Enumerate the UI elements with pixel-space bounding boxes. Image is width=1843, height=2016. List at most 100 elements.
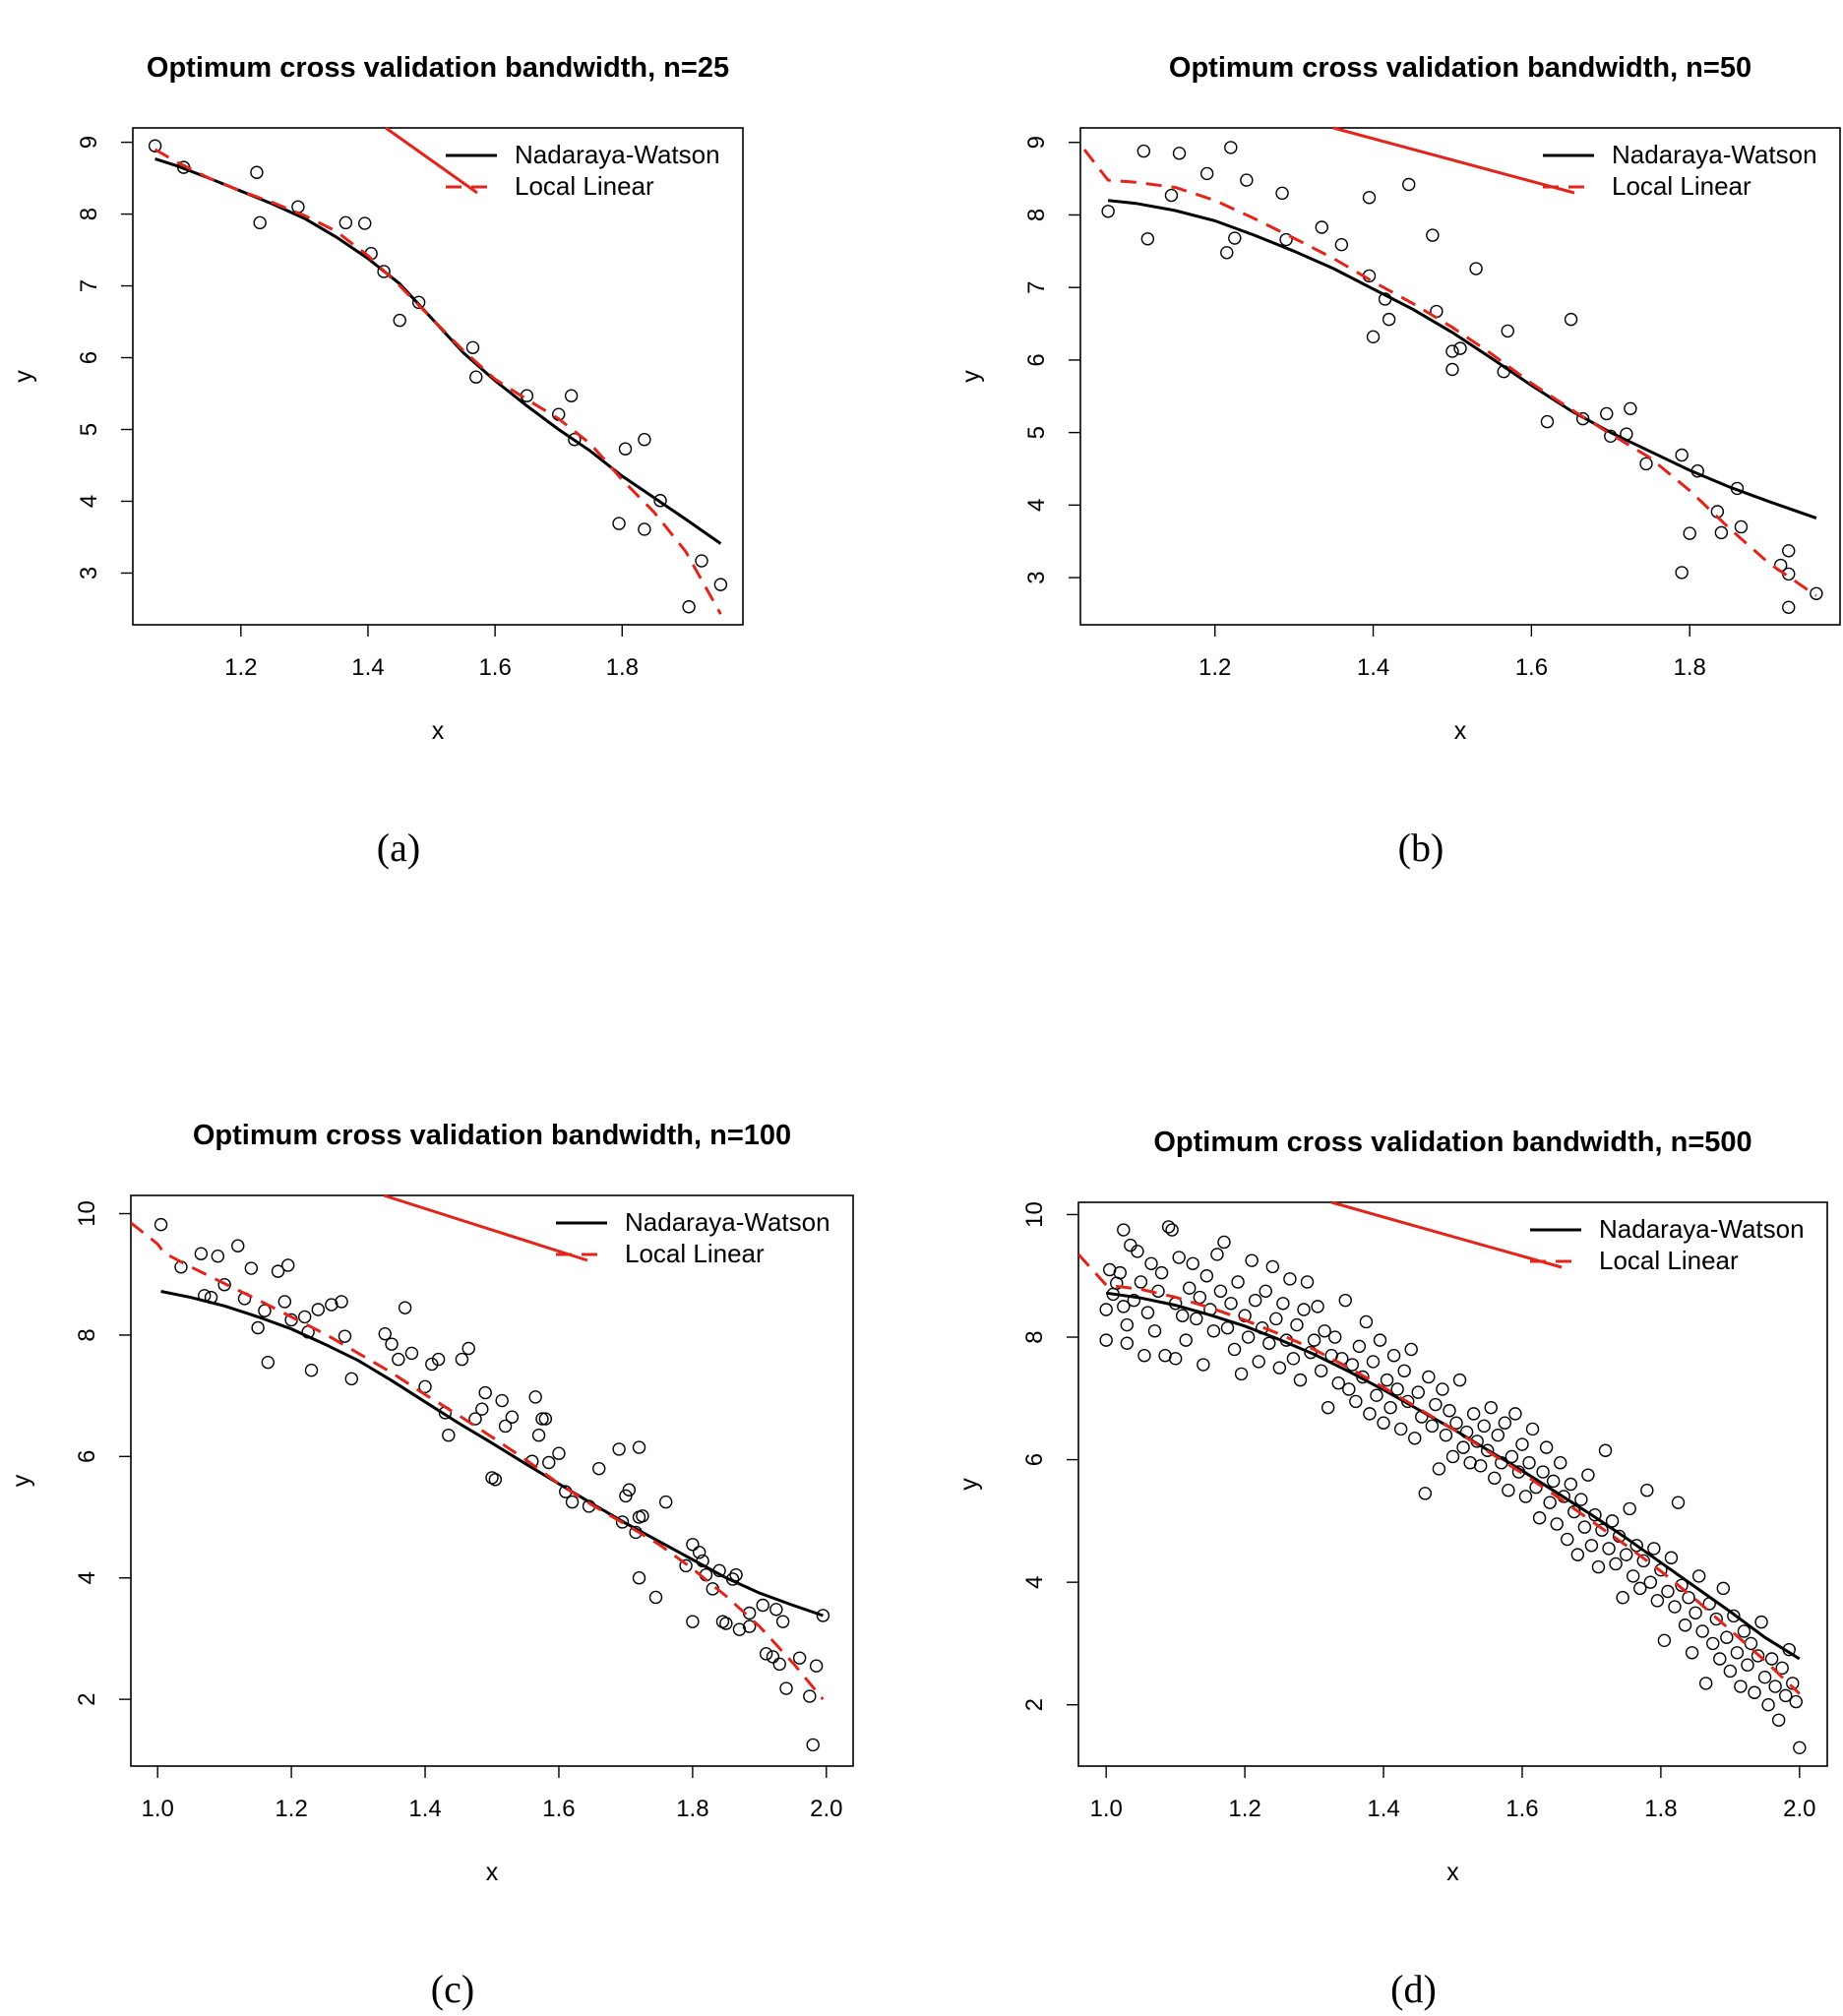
data-point	[816, 1609, 830, 1622]
data-point	[742, 1619, 757, 1633]
data-point	[686, 1615, 700, 1628]
data-point	[1581, 1468, 1595, 1482]
data-point	[475, 1402, 489, 1416]
data-point	[1564, 1477, 1577, 1492]
data-point	[1314, 1364, 1328, 1377]
data-point	[1695, 1624, 1709, 1638]
data-point	[713, 578, 728, 591]
data-point	[1377, 1416, 1390, 1430]
data-point	[1147, 1324, 1162, 1338]
data-point	[1539, 1440, 1554, 1454]
data-point	[1810, 586, 1823, 600]
data-point	[217, 1278, 231, 1292]
data-point	[1342, 1382, 1356, 1396]
data-point	[612, 517, 626, 530]
data-point	[304, 1364, 319, 1377]
data-point	[1210, 1248, 1224, 1261]
data-point	[1099, 1303, 1113, 1316]
data-point	[1683, 526, 1696, 540]
data-point	[632, 1571, 646, 1585]
data-point	[1481, 1443, 1495, 1457]
data-point	[1370, 1388, 1383, 1402]
data-point	[1550, 1517, 1564, 1531]
data-point	[1771, 1713, 1786, 1727]
x-tick-label: 1.8	[676, 1796, 708, 1822]
data-point	[1252, 1355, 1265, 1369]
data-point	[1546, 1474, 1561, 1489]
y-tick-label: 7	[76, 279, 102, 292]
x-tick-label: 1.4	[408, 1796, 441, 1822]
data-point	[1422, 1370, 1436, 1384]
data-point	[1675, 448, 1689, 462]
data-point	[1134, 1275, 1148, 1289]
nadaraya-watson-curve	[154, 156, 722, 545]
data-point	[1190, 1312, 1203, 1326]
legend-nw-label: Nadaraya-Watson	[1599, 1214, 1805, 1244]
data-point	[565, 1495, 580, 1509]
legend-ll-label: Local Linear	[1599, 1246, 1739, 1275]
data-point	[1164, 188, 1179, 203]
data-point	[1723, 1664, 1738, 1679]
data-point	[1366, 330, 1381, 344]
y-axis-label: y	[10, 370, 37, 383]
data-point	[1402, 177, 1416, 192]
data-point	[1730, 1646, 1745, 1660]
x-tick-label: 1.6	[1515, 654, 1548, 681]
data-point	[615, 1515, 630, 1529]
y-tick-label: 9	[1023, 136, 1050, 149]
data-point	[568, 433, 582, 447]
data-point	[1168, 1352, 1183, 1366]
data-point	[1318, 1324, 1331, 1338]
y-tick-label: 8	[76, 208, 102, 220]
data-point	[1768, 1680, 1782, 1693]
data-point	[1445, 362, 1459, 377]
data-point	[686, 1538, 700, 1552]
legend-ll-label: Local Linear	[625, 1239, 765, 1268]
data-point	[1449, 1416, 1463, 1430]
data-point	[612, 1442, 626, 1456]
data-point	[1197, 1358, 1210, 1372]
data-point	[411, 295, 426, 310]
panel-a: Optimum cross validation bandwidth, n=25…	[10, 52, 744, 870]
data-point	[505, 1410, 520, 1424]
data-point	[1206, 1324, 1221, 1338]
data-point	[775, 1615, 790, 1628]
data-point	[659, 1495, 673, 1509]
chart-title: Optimum cross validation bandwidth, n=50	[1169, 52, 1751, 84]
data-point	[1657, 1633, 1672, 1648]
data-point	[1716, 1581, 1731, 1596]
data-point	[461, 1341, 475, 1356]
x-tick-label: 1.0	[1089, 1796, 1122, 1822]
data-point	[1321, 1400, 1335, 1415]
data-point	[729, 1567, 743, 1582]
data-point	[442, 1429, 456, 1442]
data-point	[418, 1379, 432, 1394]
x-axis-label: x	[1454, 717, 1467, 745]
data-point	[1554, 1456, 1567, 1470]
data-point	[1293, 1373, 1308, 1387]
x-tick-label: 1.8	[1644, 1796, 1677, 1822]
data-point	[1640, 1484, 1654, 1497]
data-point	[1199, 166, 1214, 181]
data-point	[465, 340, 480, 355]
data-point	[1297, 1303, 1311, 1316]
data-point	[1754, 1615, 1768, 1629]
data-point	[1595, 1523, 1609, 1537]
plot-area	[1078, 1220, 1807, 1755]
y-tick-label: 4	[76, 495, 102, 508]
x-tick-label: 1.4	[1367, 1796, 1399, 1822]
y-tick-label: 6	[1023, 353, 1050, 366]
data-point	[1647, 1542, 1661, 1556]
data-point	[552, 1446, 566, 1460]
data-point	[1165, 1223, 1179, 1237]
data-point	[1393, 1422, 1408, 1436]
data-point	[154, 1217, 168, 1232]
local-linear-curve	[1082, 149, 1817, 597]
plot-area	[1082, 141, 1823, 615]
data-point	[542, 1455, 556, 1470]
y-tick-label: 10	[74, 1200, 100, 1227]
data-point	[1259, 1284, 1272, 1299]
data-point	[1234, 1367, 1249, 1381]
data-point	[1473, 1459, 1488, 1473]
chart-title: Optimum cross validation bandwidth, n=50…	[1153, 1127, 1751, 1158]
